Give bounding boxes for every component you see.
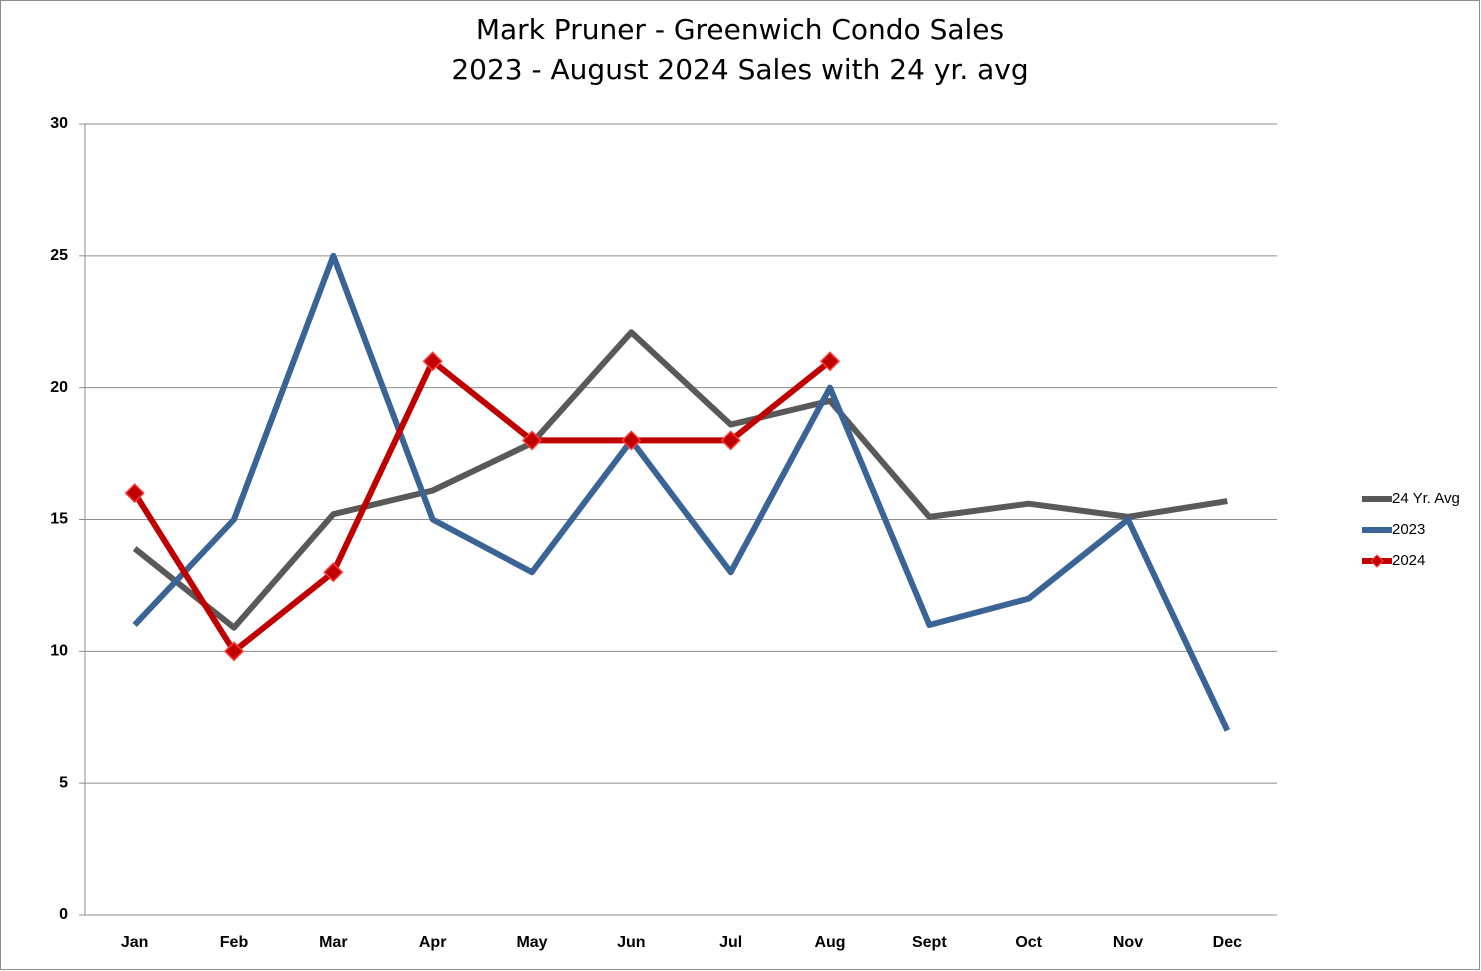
legend-label: 2023 <box>1392 521 1425 538</box>
point-marker <box>521 430 543 451</box>
x-tick-label: Mar <box>319 934 347 951</box>
x-tick-label: Jun <box>617 934 645 951</box>
legend-marker <box>1370 554 1384 568</box>
y-tick-label: 0 <box>59 906 68 923</box>
x-tick-label: Apr <box>419 934 447 951</box>
x-tick-label: Jan <box>121 934 149 951</box>
series-line <box>132 358 832 655</box>
y-tick-label: 30 <box>50 115 68 132</box>
x-tick-label: Aug <box>814 934 845 951</box>
x-tick-label: Dec <box>1213 934 1242 951</box>
point-marker <box>720 430 741 451</box>
point-marker <box>323 562 344 583</box>
y-tick-label: 15 <box>50 511 68 528</box>
x-tick-label: Nov <box>1113 934 1143 951</box>
y-tick-label: 10 <box>50 643 68 660</box>
series-line <box>132 329 1228 631</box>
x-tick-label: Oct <box>1015 934 1042 951</box>
point-marker <box>223 641 245 662</box>
chart-title: Mark Pruner - Greenwich Condo Sales <box>476 13 1004 46</box>
legend-label: 24 Yr. Avg <box>1392 490 1460 507</box>
y-tick-label: 25 <box>50 247 68 264</box>
x-tick-label: May <box>516 934 547 951</box>
point-marker <box>621 430 642 451</box>
chart-subtitle: 2023 - August 2024 Sales with 24 yr. avg <box>451 53 1028 86</box>
legend-label: 2024 <box>1392 552 1425 569</box>
x-tick-label: Jul <box>719 934 742 951</box>
point-marker <box>819 351 841 372</box>
x-tick-label: Feb <box>220 934 249 951</box>
y-tick-label: 20 <box>50 379 68 396</box>
point-marker <box>422 351 443 372</box>
x-tick-label: Sept <box>912 934 947 951</box>
series-line <box>132 252 1231 732</box>
point-marker <box>124 483 145 504</box>
y-tick-label: 5 <box>59 774 68 791</box>
